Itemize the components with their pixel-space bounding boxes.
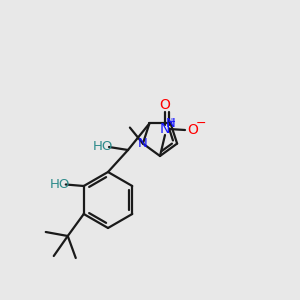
Text: +: + [167, 117, 175, 127]
Text: HO: HO [93, 140, 113, 152]
Text: N: N [166, 117, 176, 130]
Text: HO: HO [50, 178, 70, 190]
Text: O: O [188, 123, 198, 137]
Text: −: − [196, 116, 206, 130]
Text: N: N [138, 137, 148, 150]
Text: N: N [160, 122, 170, 136]
Text: O: O [160, 98, 170, 112]
